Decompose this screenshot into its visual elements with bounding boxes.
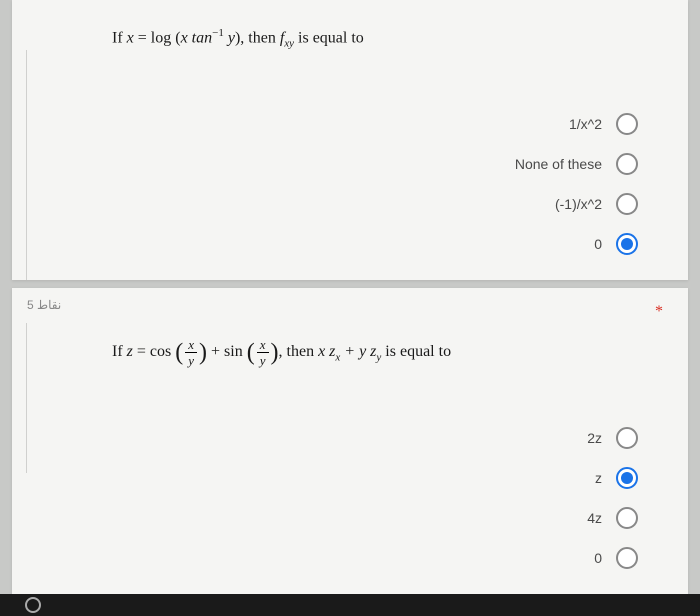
option-1-a[interactable]: 1/x^2 [569,113,638,135]
option-label: 0 [594,236,602,252]
option-label: None of these [515,156,602,172]
term-yzy: + y z [340,343,376,360]
paren-open: ( [247,340,255,366]
divider [26,323,27,473]
text-segment: + sin [207,343,247,360]
radio-icon [616,547,638,569]
frac-den: y [188,353,194,367]
paren-close: ) [271,340,279,366]
radio-icon [616,113,638,135]
text-segment: is equal to [381,343,451,360]
text-segment: = log ( [134,29,181,46]
option-label: z [595,470,602,486]
paren-close: ) [199,340,207,366]
options-container-1: 1/x^2 None of these (-1)/x^2 0 [112,113,658,255]
frac-num: x [257,338,269,353]
option-2-c[interactable]: 4z [587,507,638,529]
option-label: 1/x^2 [569,116,602,132]
radio-icon [616,153,638,175]
frac-den: y [260,353,266,367]
option-label: 0 [594,550,602,566]
radio-dot [621,238,633,250]
option-1-b[interactable]: None of these [515,153,638,175]
text-segment: = cos [133,343,175,360]
subscript-xy: xy [284,38,294,50]
radio-icon-selected [616,233,638,255]
question-card-2: نقاط 5 * If z = cos (xy) + sin (xy), the… [12,288,688,599]
radio-icon-selected [616,467,638,489]
option-1-d[interactable]: 0 [594,233,638,255]
fraction-1: xy [185,338,197,367]
var-y: y [224,29,235,46]
var-x: x [127,29,134,46]
exponent: −1 [212,27,224,39]
option-2-a[interactable]: 2z [587,427,638,449]
option-2-b[interactable]: z [595,467,638,489]
option-label: 4z [587,510,602,526]
points-label: نقاط 5 [27,298,61,312]
divider [26,50,27,280]
func-text: x tan [181,29,213,46]
question-1-text: If x = log (x tan−1 y), then fxy is equa… [112,25,658,53]
radio-icon [616,427,638,449]
text-segment: If [112,343,127,360]
paren-open: ( [175,340,183,366]
bottom-bar [0,594,700,616]
frac-num: x [185,338,197,353]
option-1-c[interactable]: (-1)/x^2 [555,193,638,215]
fraction-2: xy [257,338,269,367]
question-2-text: If z = cos (xy) + sin (xy), then x zx + … [112,338,658,367]
option-label: (-1)/x^2 [555,196,602,212]
radio-icon [616,507,638,529]
term-xzx: x z [318,343,335,360]
options-container-2: 2z z 4z 0 [112,427,658,569]
text-segment: If [112,29,127,46]
option-label: 2z [587,430,602,446]
circle-icon [25,597,41,613]
option-2-d[interactable]: 0 [594,547,638,569]
text-segment: is equal to [294,29,364,46]
radio-dot [621,472,633,484]
text-segment: , then [279,343,319,360]
text-segment: ), then [235,29,280,46]
question-card-1: If x = log (x tan−1 y), then fxy is equa… [12,0,688,280]
radio-icon [616,193,638,215]
required-mark: * [655,303,663,321]
